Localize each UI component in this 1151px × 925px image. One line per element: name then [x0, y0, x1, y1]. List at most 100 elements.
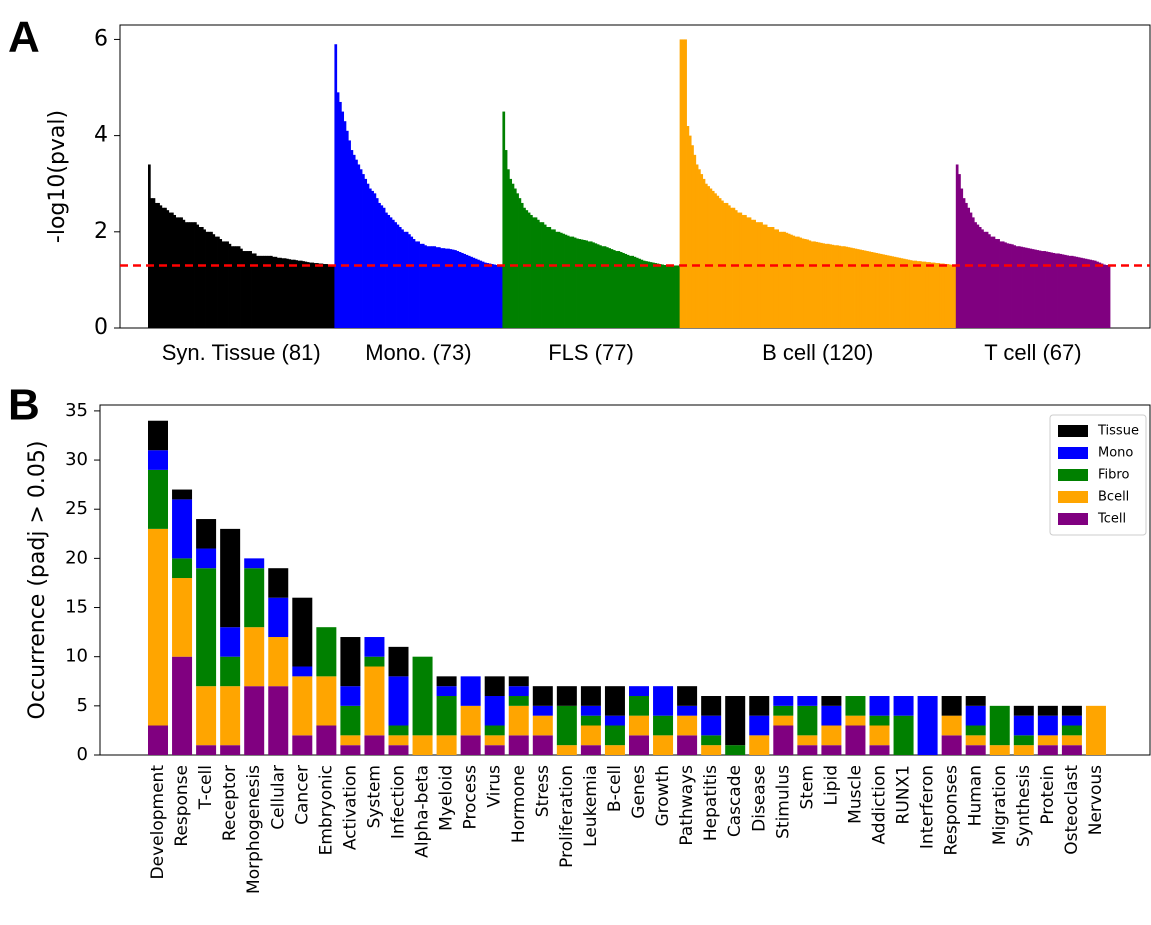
bar — [516, 193, 519, 328]
bar — [859, 249, 862, 328]
legend-label: Mono — [1098, 446, 1133, 461]
bar — [534, 217, 538, 328]
bar-segment — [412, 656, 433, 736]
bar — [433, 246, 437, 328]
bar — [580, 239, 584, 328]
x-tick-label: Protein — [1038, 765, 1058, 825]
bar — [258, 255, 262, 328]
bar-segment — [172, 489, 193, 500]
bar-segment — [532, 686, 553, 706]
bar — [532, 217, 536, 328]
bar — [417, 241, 420, 328]
bar — [969, 212, 973, 328]
bar — [539, 222, 542, 328]
y-tick-label: 5 — [77, 695, 88, 716]
bar-segment — [316, 725, 337, 755]
bar — [849, 247, 853, 328]
group-label: T cell (67) — [984, 340, 1081, 365]
bar — [914, 260, 918, 328]
bar — [564, 234, 568, 328]
bar — [672, 265, 676, 328]
bar — [260, 255, 264, 328]
bar — [504, 150, 508, 328]
bar — [1061, 254, 1065, 328]
bar — [1045, 251, 1049, 328]
bar — [458, 252, 462, 328]
bar — [1063, 254, 1067, 328]
x-tick-label: Embryonic — [316, 765, 336, 855]
bar — [787, 233, 791, 328]
bar — [518, 198, 522, 328]
bar-segment — [629, 735, 649, 755]
bar-segment — [388, 676, 409, 726]
bar — [1066, 255, 1069, 328]
bar — [902, 258, 906, 328]
bar — [382, 207, 386, 328]
bar — [1038, 250, 1042, 328]
bar — [647, 261, 651, 328]
x-tick-label: B-cell — [605, 765, 625, 812]
bar-segment — [701, 715, 722, 736]
bar — [822, 243, 826, 328]
legend-box — [1049, 414, 1147, 536]
bar — [256, 255, 259, 328]
bar — [194, 222, 197, 328]
bar — [953, 265, 957, 328]
bar — [546, 227, 549, 328]
bar — [442, 248, 446, 328]
bar — [1001, 241, 1005, 328]
bar — [958, 174, 961, 328]
x-tick-label: Nervous — [1086, 765, 1106, 835]
bar — [783, 231, 786, 328]
bar — [511, 183, 515, 328]
bar — [725, 202, 729, 328]
bar-segment — [653, 686, 674, 716]
bar — [599, 245, 602, 328]
bar — [707, 186, 710, 328]
bar — [477, 259, 480, 328]
bar — [295, 260, 298, 328]
bar-segment — [388, 735, 409, 746]
bar — [596, 244, 600, 328]
panel-label: B — [8, 381, 40, 430]
bar — [327, 264, 331, 328]
bar — [909, 260, 913, 328]
bar-segment — [340, 735, 361, 746]
bar — [150, 198, 154, 328]
bar — [472, 257, 476, 328]
group-label: Mono. (73) — [365, 340, 471, 365]
bar — [428, 246, 432, 328]
bar — [152, 198, 156, 328]
bar-segment — [268, 637, 289, 687]
bar-segment — [917, 696, 938, 755]
bar — [171, 212, 174, 328]
bar — [716, 195, 720, 328]
bar — [709, 188, 713, 328]
x-tick-label: Hormone — [509, 765, 529, 843]
bar — [861, 250, 865, 328]
bar-segment — [268, 686, 289, 755]
bar — [281, 258, 285, 328]
bar — [677, 265, 681, 328]
bar — [559, 232, 563, 328]
bar — [944, 264, 947, 328]
bar-segment — [797, 735, 818, 746]
bar — [173, 214, 177, 328]
bar-segment — [364, 656, 385, 667]
bar — [898, 257, 901, 328]
bar — [799, 237, 803, 328]
bar — [1006, 243, 1010, 328]
bar-segment — [1061, 715, 1082, 726]
bar — [1054, 253, 1058, 328]
x-tick-label: Proliferation — [557, 765, 577, 868]
bar — [523, 207, 526, 328]
bar-segment — [773, 715, 794, 726]
bar — [1103, 264, 1106, 328]
bar — [272, 256, 275, 328]
bar-segment — [292, 735, 313, 755]
bar — [744, 214, 747, 328]
bar — [585, 240, 588, 328]
bar-segment — [629, 715, 649, 736]
bar-segment — [220, 627, 241, 657]
bar-segment — [845, 725, 866, 755]
